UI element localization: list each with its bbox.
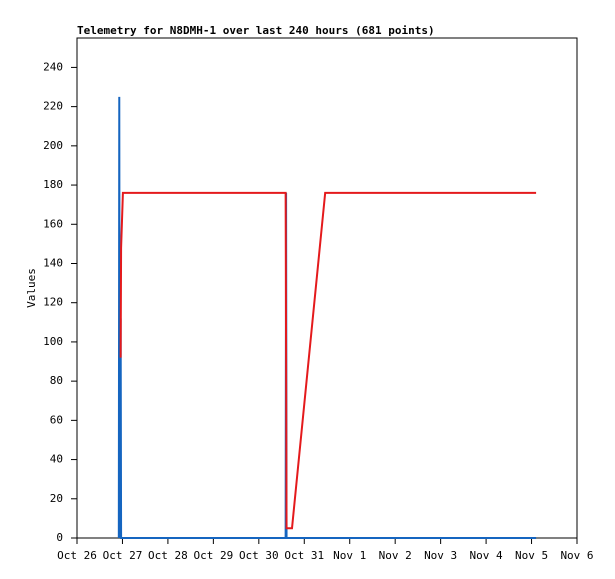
x-tick-label: Nov 2: [379, 549, 412, 562]
series-line: [119, 191, 537, 530]
x-tick-label: Nov 5: [515, 549, 548, 562]
x-tick-label: Oct 30: [239, 549, 279, 562]
x-tick-label: Oct 31: [284, 549, 324, 562]
y-tick-label: 40: [50, 453, 63, 466]
x-tick-label: Oct 29: [193, 549, 233, 562]
x-tick-label: Nov 6: [560, 549, 593, 562]
x-tick-label: Nov 1: [333, 549, 366, 562]
series-line: [117, 96, 537, 539]
y-tick-label: 140: [43, 256, 63, 269]
y-tick-label: 200: [43, 139, 63, 152]
x-tick-label: Nov 3: [424, 549, 457, 562]
x-tick-label: Oct 28: [148, 549, 188, 562]
y-tick-label: 120: [43, 296, 63, 309]
plot-frame: [76, 37, 578, 539]
chart-title: Telemetry for N8DMH-1 over last 240 hour…: [77, 24, 435, 37]
y-tick-label: 180: [43, 178, 63, 191]
y-tick-label: 220: [43, 100, 63, 113]
y-tick-label: 0: [56, 531, 63, 544]
y-tick-label: 240: [43, 60, 63, 73]
y-tick-label: 60: [50, 413, 63, 426]
y-tick-label: 20: [50, 492, 63, 505]
x-tick-label: Oct 27: [103, 549, 143, 562]
x-tick-label: Oct 26: [57, 549, 97, 562]
y-tick-label: 160: [43, 217, 63, 230]
y-tick-label: 100: [43, 335, 63, 348]
y-axis-label: Values: [25, 268, 38, 308]
y-tick-label: 80: [50, 374, 63, 387]
x-tick-label: Nov 4: [470, 549, 503, 562]
